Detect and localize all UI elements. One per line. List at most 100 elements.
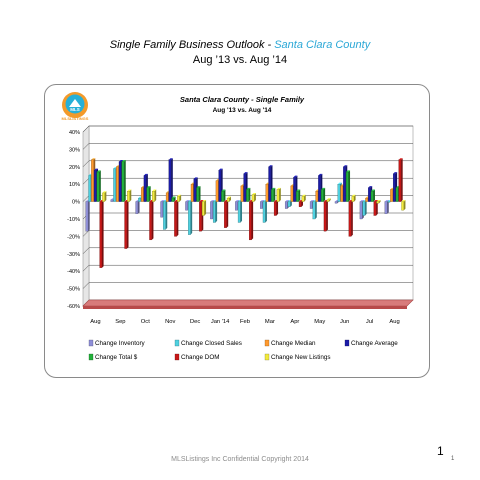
x-tick-label: Aug: [90, 319, 100, 325]
y-tick-label: -40%: [67, 269, 80, 275]
bar: [91, 159, 94, 202]
bar: [235, 201, 238, 211]
bar-top: [246, 187, 251, 190]
bar: [249, 201, 252, 241]
bar-top: [371, 189, 375, 192]
bar-top: [235, 200, 240, 202]
bar: [296, 191, 299, 202]
bar-top: [251, 193, 256, 195]
bar: [221, 191, 224, 202]
bar: [348, 201, 352, 237]
y-tick-label: 20%: [69, 165, 80, 171]
bar-top: [185, 200, 190, 202]
bar: [362, 201, 366, 216]
bar-side: [351, 200, 353, 237]
bar-top: [168, 158, 173, 160]
x-tick-label: Sep: [115, 319, 125, 325]
bar-top: [343, 165, 348, 167]
bar: [188, 201, 191, 235]
bar-top: [193, 177, 198, 179]
legend-label: Change Total $: [95, 354, 138, 361]
bar: [140, 187, 144, 202]
x-tick-label: Oct: [141, 319, 150, 325]
bar-top: [293, 175, 298, 178]
bar-side: [376, 200, 378, 216]
logo-house-icon: [69, 99, 81, 107]
mls-logo: MLS MLSLISTINGS: [62, 92, 89, 121]
x-tick-label: Jun: [340, 319, 349, 325]
bar: [93, 170, 97, 202]
legend-label: Change New Listings: [271, 354, 331, 361]
bar: [284, 201, 288, 209]
bar-side: [240, 200, 243, 223]
bar-side: [88, 200, 90, 232]
bar: [265, 184, 269, 202]
bar-side: [248, 187, 251, 202]
bar: [343, 166, 346, 202]
x-tick-label: Mar: [265, 319, 275, 325]
bar-top: [143, 173, 148, 176]
bar-top: [196, 186, 201, 188]
bar-side: [304, 194, 306, 202]
bar-top: [152, 189, 157, 192]
bar-top: [373, 200, 378, 202]
bar-side: [104, 191, 107, 202]
bar-side: [276, 200, 279, 216]
bar: [315, 191, 319, 202]
bar: [392, 173, 396, 202]
legend-swatch: [88, 353, 94, 361]
bar: [260, 201, 263, 209]
bar: [152, 191, 155, 202]
bar: [160, 201, 164, 218]
y-tick-label: 30%: [69, 147, 80, 153]
bar: [121, 161, 125, 202]
x-tick-label: Jul: [366, 319, 373, 325]
bar-side: [229, 196, 231, 202]
bar: [276, 189, 280, 202]
bar-side: [204, 200, 207, 216]
bar-side: [323, 187, 326, 202]
bar-side: [176, 200, 179, 237]
bar: [190, 184, 194, 202]
chart-title: Santa Clara County - Single Family: [180, 95, 305, 104]
bar: [199, 201, 202, 232]
bar: [168, 159, 172, 202]
bar-top: [276, 187, 281, 190]
bar: [326, 199, 330, 202]
bar-top: [160, 200, 165, 202]
bar: [273, 201, 277, 216]
bar-top: [296, 189, 301, 192]
bar: [309, 201, 313, 209]
bar: [359, 201, 363, 220]
bar: [312, 201, 316, 220]
bar-top: [285, 200, 290, 202]
bar: [384, 201, 388, 214]
bar: [177, 196, 180, 202]
bar: [135, 201, 139, 214]
bar-side: [373, 189, 375, 202]
bar: [243, 173, 247, 202]
legend-swatch: [344, 339, 350, 347]
bar-side: [265, 200, 267, 223]
bar: [118, 161, 122, 202]
bar-side: [190, 200, 193, 235]
y-tick-label: -60%: [67, 304, 80, 310]
bar-top: [243, 172, 248, 174]
bar: [290, 185, 294, 202]
bar: [143, 175, 147, 202]
bar: [124, 201, 128, 249]
bar: [113, 168, 116, 202]
bar-top: [401, 200, 406, 202]
y-tick-label: -10%: [67, 217, 80, 223]
gridline: [82, 160, 413, 167]
bar: [212, 201, 216, 223]
x-tick-label: Nov: [165, 319, 175, 325]
slide-title-prefix: Single Family Business Outlook -: [109, 39, 275, 51]
bar: [395, 187, 399, 202]
bar: [398, 159, 402, 202]
bar-top: [398, 158, 403, 160]
bar-side: [101, 200, 104, 268]
bar-side: [326, 200, 328, 232]
slide-title-county: Santa Clara County: [274, 39, 371, 51]
bar-side: [129, 189, 132, 202]
